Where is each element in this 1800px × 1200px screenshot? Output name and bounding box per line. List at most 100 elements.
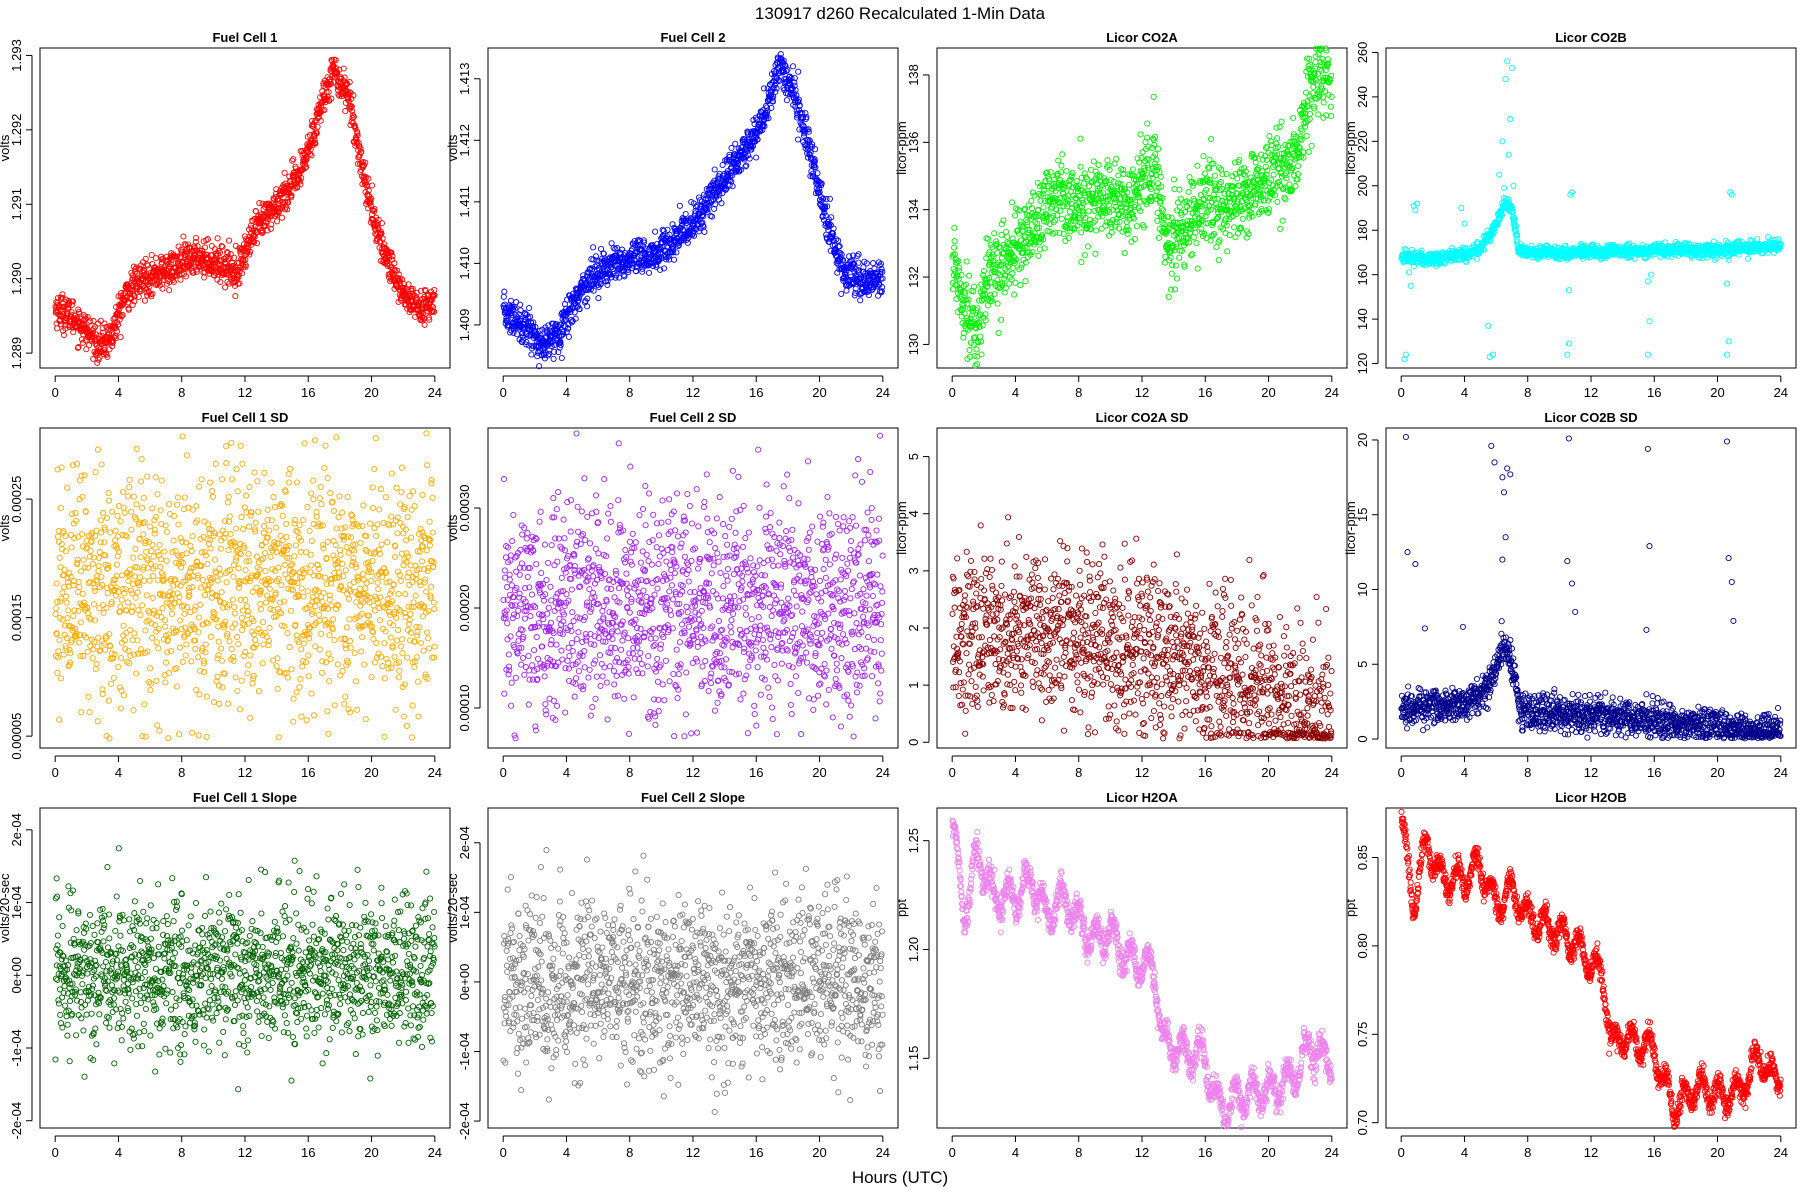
data-point — [1035, 252, 1042, 259]
data-point — [78, 336, 85, 343]
data-point — [1215, 257, 1222, 264]
data-point — [1200, 153, 1207, 160]
data-point — [267, 225, 274, 232]
y-tick-label: 160 — [1355, 264, 1370, 286]
data-point — [59, 291, 66, 298]
data-point — [104, 353, 111, 360]
data-point — [289, 157, 296, 164]
data-point — [101, 320, 108, 327]
data-point — [1058, 162, 1065, 169]
data-point — [1273, 135, 1281, 142]
data-point — [1078, 229, 1085, 236]
data-point — [312, 140, 319, 147]
data-point — [1201, 170, 1208, 177]
figure-x-axis-label: Hours (UTC) — [852, 1168, 948, 1187]
panel-title: Fuel Cell 1 — [212, 30, 277, 45]
y-tick-label: 134 — [906, 199, 921, 221]
data-points — [949, 45, 1335, 369]
data-point — [201, 274, 208, 281]
data-point — [963, 258, 970, 265]
figure-title: 130917 d260 Recalculated 1-Min Data — [755, 4, 1046, 23]
x-axis: 0 4 8 12 16 20 24 — [949, 375, 1339, 400]
data-point — [972, 362, 979, 369]
data-point — [857, 297, 864, 304]
x-tick-label: 20 — [812, 385, 826, 400]
data-point — [1223, 170, 1230, 178]
x-tick-label: 8 — [178, 385, 185, 400]
data-point — [193, 268, 200, 275]
data-point — [526, 304, 533, 312]
data-point — [273, 218, 281, 225]
data-point — [144, 262, 152, 269]
x-tick-label: 20 — [1261, 385, 1275, 400]
data-point — [311, 137, 318, 144]
data-point — [1303, 132, 1310, 139]
data-point — [1176, 203, 1183, 211]
y-tick-label: 120 — [1355, 353, 1370, 375]
data-point — [991, 230, 998, 237]
data-point — [268, 221, 275, 228]
data-point — [170, 278, 177, 285]
data-point — [180, 233, 187, 240]
data-point — [1305, 148, 1312, 155]
data-point — [1059, 151, 1066, 158]
data-point — [210, 263, 217, 270]
data-point — [204, 236, 211, 243]
data-point — [218, 242, 225, 250]
y-tick-label: 240 — [1355, 86, 1370, 108]
data-point — [1168, 270, 1175, 277]
data-point — [166, 287, 173, 294]
x-tick-label: 20 — [1710, 385, 1724, 400]
data-point — [82, 315, 89, 322]
y-tick-label: 132 — [906, 266, 921, 288]
data-point — [1065, 235, 1072, 242]
data-point — [517, 301, 524, 308]
data-point — [951, 224, 958, 231]
data-point — [1189, 251, 1196, 258]
data-point — [1168, 214, 1175, 221]
data-point — [302, 164, 309, 171]
data-point — [1090, 158, 1097, 165]
data-point — [676, 202, 683, 209]
x-tick-label: 4 — [563, 385, 570, 400]
data-point — [1009, 199, 1016, 206]
data-point — [203, 237, 210, 244]
y-axis-label: licor-ppm — [1343, 121, 1358, 174]
data-point — [431, 286, 438, 294]
data-point — [1104, 157, 1111, 164]
data-point — [167, 260, 174, 268]
data-point — [1192, 229, 1199, 236]
data-point — [298, 174, 305, 181]
data-point — [108, 339, 115, 346]
data-point — [1171, 186, 1178, 193]
data-point — [290, 156, 297, 163]
x-tick-label: 0 — [1398, 385, 1405, 400]
data-point — [1308, 142, 1315, 149]
data-point — [1262, 182, 1269, 189]
data-point — [232, 293, 239, 300]
data-point — [268, 213, 275, 220]
data-point — [314, 123, 321, 130]
data-point — [1292, 183, 1299, 190]
y-tick-label: 1.413 — [457, 62, 472, 95]
data-point — [288, 192, 295, 199]
panel-fc1: Fuel Cell 10 4 8 12 16 20 241.2891.2901.2911.2… — [0, 30, 451, 400]
data-point — [1121, 250, 1128, 257]
y-tick-label: 1.411 — [457, 186, 472, 218]
data-point — [302, 157, 309, 164]
data-point — [1165, 293, 1172, 301]
data-point — [501, 288, 508, 295]
data-point — [264, 227, 271, 234]
x-tick-label: 0 — [949, 385, 956, 400]
data-point — [1097, 172, 1104, 179]
y-tick-label: 1.289 — [9, 337, 24, 370]
data-point — [69, 298, 76, 305]
data-point — [1154, 217, 1161, 224]
plot-frame — [1385, 47, 1797, 369]
data-point — [308, 152, 315, 159]
data-point — [1231, 224, 1238, 231]
data-point — [958, 313, 965, 320]
y-axis-label: licor-ppm — [894, 121, 909, 174]
